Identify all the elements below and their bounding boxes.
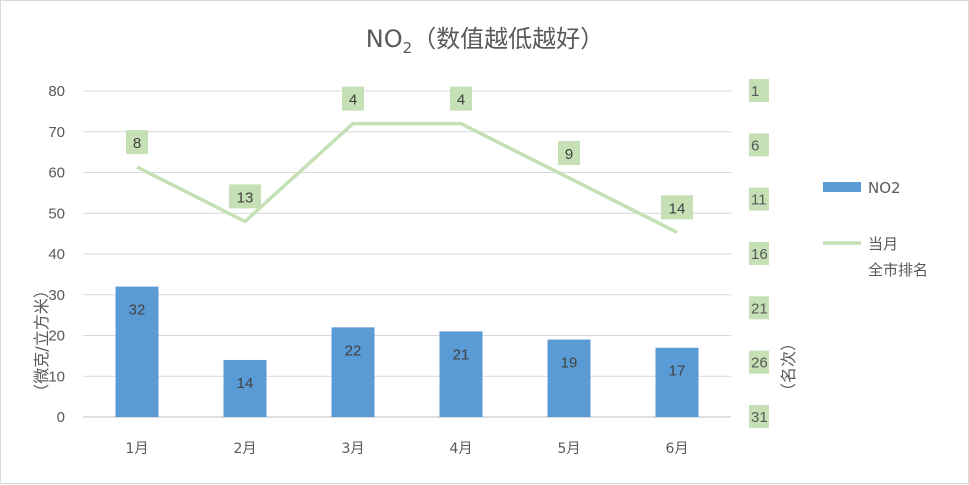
gridlines xyxy=(83,90,731,418)
right-tick-box xyxy=(749,79,769,102)
category-label: 1月 xyxy=(126,441,149,457)
bar-data-label: 22 xyxy=(345,342,362,359)
left-tick-label: 30 xyxy=(48,287,65,304)
chart-title-text: NO2（数值越低越好） xyxy=(366,25,604,57)
line-data-label-box xyxy=(558,140,580,165)
legend-swatch-bar xyxy=(823,182,861,192)
right-tick-box xyxy=(749,187,769,211)
category-axis-labels: 1月 2月 3月 4月 5月 6月 xyxy=(126,441,689,457)
right-tick: 16 xyxy=(749,242,769,265)
left-tick-label: 60 xyxy=(48,165,65,182)
chart-title-main: NO xyxy=(366,25,403,53)
bar-series: 32 14 22 21 19 17 xyxy=(115,286,699,417)
line-data-label-box xyxy=(450,86,472,111)
line-data-label: 9 xyxy=(558,140,580,165)
left-tick-label: 70 xyxy=(48,124,65,141)
legend-label-line-2: 全市排名 xyxy=(868,261,928,279)
category-label: 5月 xyxy=(558,441,581,457)
right-tick-label: 21 xyxy=(751,300,768,317)
category-label: 3月 xyxy=(342,441,365,457)
bar xyxy=(655,347,699,417)
left-tick-label: 10 xyxy=(48,368,65,385)
left-axis-title: （微克/立方米） xyxy=(32,282,51,399)
line-series: 8 13 4 4 9 14 xyxy=(126,86,693,234)
line-data-label: 4 xyxy=(342,86,364,111)
chart-title-suffix: （数值越低越好） xyxy=(412,25,604,53)
right-tick: 31 xyxy=(749,405,769,428)
bar-data-label: 14 xyxy=(237,375,254,392)
category-label: 4月 xyxy=(450,441,473,457)
right-tick: 11 xyxy=(749,187,769,211)
chart-title: NO2（数值越低越好） xyxy=(366,25,604,57)
bar xyxy=(331,327,375,417)
left-tick-label: 80 xyxy=(48,83,65,100)
line-data-label-text: 8 xyxy=(133,135,141,152)
right-tick-label: 16 xyxy=(751,246,768,263)
bar xyxy=(115,286,159,417)
right-tick-box xyxy=(749,133,769,157)
right-tick-box xyxy=(749,405,769,428)
bar-data-label: 19 xyxy=(561,355,578,372)
right-tick-box xyxy=(749,350,769,374)
line-data-label-box xyxy=(126,130,148,155)
right-tick-box xyxy=(749,296,769,320)
right-tick-box xyxy=(749,242,769,265)
line-data-label-box xyxy=(661,195,693,220)
line-data-label: 8 xyxy=(126,130,148,155)
line-data-label: 4 xyxy=(450,86,472,111)
bar-data-label: 32 xyxy=(129,302,146,319)
right-tick-label: 26 xyxy=(751,355,768,372)
line-data-label-box xyxy=(342,86,364,111)
right-tick: 21 xyxy=(749,296,769,320)
line-data-label-box xyxy=(229,184,261,209)
left-axis-ticks: 0 10 20 30 40 50 60 70 80 xyxy=(48,83,65,426)
legend-entry-bar: NO2 xyxy=(823,179,901,197)
right-axis-title: （名次） xyxy=(779,335,798,399)
line-data-label: 14 xyxy=(661,195,693,220)
bar-data-label: 21 xyxy=(453,346,470,363)
line-data-label-text: 9 xyxy=(565,146,573,163)
bar xyxy=(439,331,483,417)
left-tick-label: 40 xyxy=(48,246,65,263)
chart-title-subscript: 2 xyxy=(403,39,413,57)
bar xyxy=(223,359,267,417)
left-tick-label: 50 xyxy=(48,205,65,222)
right-tick: 26 xyxy=(749,350,769,374)
category-label: 2月 xyxy=(234,441,257,457)
line-data-label-text: 14 xyxy=(669,200,686,217)
line-data-label-text: 4 xyxy=(457,92,465,109)
bar-data-label: 17 xyxy=(669,363,686,380)
rank-line xyxy=(136,121,678,234)
left-tick-label: 0 xyxy=(57,409,65,426)
line-data-label-text: 13 xyxy=(237,189,254,206)
legend-label-line-1: 当月 xyxy=(868,235,898,253)
left-tick-label: 20 xyxy=(48,328,65,345)
right-tick-label: 6 xyxy=(751,137,759,154)
right-tick-label: 11 xyxy=(751,192,767,209)
right-tick: 6 xyxy=(749,133,769,157)
line-data-label: 13 xyxy=(229,184,261,209)
right-tick-label: 1 xyxy=(751,83,759,100)
category-label: 6月 xyxy=(666,441,689,457)
bar xyxy=(547,339,591,417)
legend-label-bar: NO2 xyxy=(868,179,901,197)
axis-titles: （微克/立方米） （名次） xyxy=(32,282,798,399)
right-tick: 1 xyxy=(749,79,769,102)
line-data-label-text: 4 xyxy=(349,92,357,109)
right-tick-label: 31 xyxy=(751,409,768,426)
